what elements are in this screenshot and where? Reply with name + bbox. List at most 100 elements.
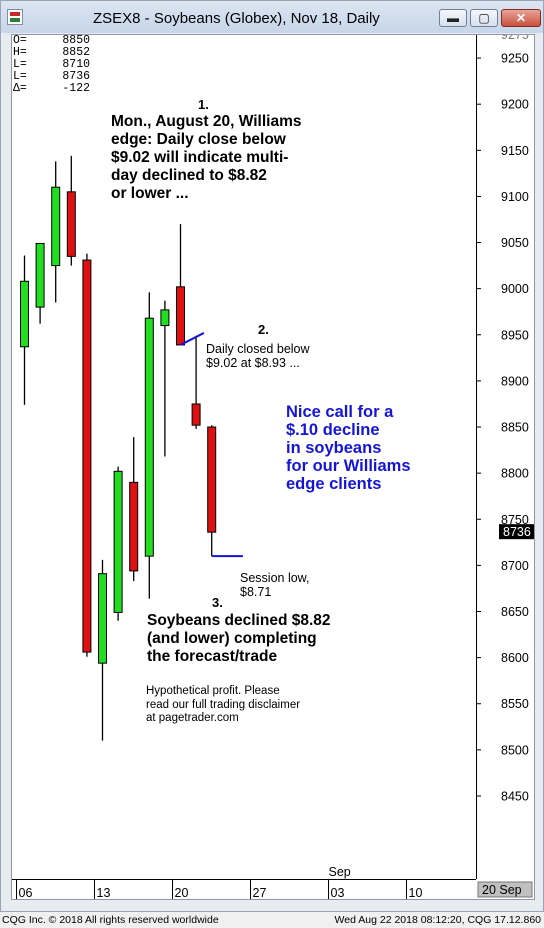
date-box <box>477 881 533 898</box>
candle-up <box>20 280 29 348</box>
candle-down <box>207 426 217 533</box>
annotation-line: Session low, <box>240 571 310 585</box>
ohlc-value: -122 <box>62 82 90 95</box>
y-tick-label: 8600 <box>501 651 529 665</box>
ohlc-value: 8736 <box>62 70 90 83</box>
session-low-note: Session low, $8.71 <box>240 571 309 599</box>
annotation-note-2: Daily closed below $9.02 at $8.93 ... <box>206 342 310 370</box>
y-tick-label: 8900 <box>501 374 529 388</box>
annotation-line: $9.02 will indicate multi- <box>111 149 289 166</box>
candlestick-chart[interactable]: 8450 8500 8550 8600 8650 8700 8750 8800 8850 8900… <box>12 35 534 899</box>
ohlc-row-change: Δ= -122 <box>12 83 92 95</box>
annotation-line: $8.71 <box>240 585 272 599</box>
close-button[interactable]: ✕ <box>501 9 541 27</box>
title-bar[interactable]: ZSEX8 - Soybeans (Globex), Nov 18, Daily… <box>1 1 543 33</box>
window-title: ZSEX8 - Soybeans (Globex), Nov 18, Daily <box>93 10 380 27</box>
x-tick-label: 06 <box>19 886 33 899</box>
annotation-line: $9.02 at $8.93 ... <box>206 356 300 370</box>
month-label: Sep <box>329 865 351 879</box>
x-tick-label: 03 <box>331 886 345 899</box>
ohlc-value: 8852 <box>62 46 90 59</box>
y-tick-label: 9000 <box>501 282 529 296</box>
annotation-line: Hypothetical profit. Please <box>146 685 280 697</box>
candle-up <box>98 573 107 664</box>
y-tick-label: 8800 <box>501 467 529 481</box>
marker-line <box>180 332 205 346</box>
candle-up <box>160 309 170 327</box>
annotation-line: edge: Daily close below <box>111 131 286 148</box>
annotation-line: for our Williams <box>286 457 411 475</box>
annotation-number-1: 1. <box>198 97 209 112</box>
y-tick-label-partial: 9275 <box>501 35 529 42</box>
y-tick-label: 9100 <box>501 190 529 204</box>
status-timestamp: Wed Aug 22 2018 08:12:20, CQG 17.12.860 <box>334 914 541 926</box>
app-icon <box>7 9 23 25</box>
chart-area[interactable]: 8450 8500 8550 8600 8650 8700 8750 8800 8850 8900… <box>11 34 535 900</box>
price-axis-panel <box>476 35 534 879</box>
annotation-line: day declined to $8.82 <box>111 167 267 184</box>
status-copyright: CQG Inc. © 2018 All rights reserved worl… <box>2 914 219 926</box>
ohlc-row-low: L= 8710 <box>12 59 92 71</box>
annotation-line: at pagetrader.com <box>146 712 239 724</box>
y-tick-label: 9250 <box>501 52 529 66</box>
annotation-number-2: 2. <box>258 322 269 337</box>
annotation-line: read our full trading disclaimer <box>146 698 301 711</box>
status-bar: CQG Inc. © 2018 All rights reserved worl… <box>0 912 544 928</box>
annotation-line: or lower ... <box>111 185 189 202</box>
annotation-line: Soybeans declined $8.82 <box>147 612 331 629</box>
y-tick-label: 8850 <box>501 421 529 435</box>
y-tick-label: 8500 <box>501 743 529 757</box>
candle-up <box>35 242 45 308</box>
y-tick-label: 8550 <box>501 697 529 711</box>
maximize-button[interactable]: ▢ <box>470 9 498 27</box>
candle-down <box>191 403 201 426</box>
ohlc-key: H= <box>13 46 27 59</box>
annotation-number-3: 3. <box>212 595 223 610</box>
y-tick-label: 8650 <box>501 605 529 619</box>
x-tick-label: 10 <box>409 886 423 899</box>
candle-up <box>113 470 123 613</box>
date-box-label: 20 Sep <box>482 883 522 897</box>
ohlc-row-open: O= 8850 <box>12 35 92 47</box>
annotation-line: the forecast/trade <box>147 648 278 665</box>
y-tick-label: 8450 <box>501 789 529 803</box>
last-price-label: 8736 <box>503 525 531 539</box>
annotation-line: edge clients <box>286 475 382 493</box>
candle-down <box>66 191 76 257</box>
annotation-note-3: Soybeans declined $8.82 (and lower) comp… <box>147 612 331 666</box>
x-tick-label: 20 <box>175 886 189 899</box>
candle-down <box>129 481 139 572</box>
y-tick-label: 8700 <box>501 559 529 573</box>
ohlc-key: L= <box>13 58 27 71</box>
x-tick-label: 13 <box>97 886 111 899</box>
ohlc-key: Δ= <box>13 82 27 95</box>
y-tick-label: 9050 <box>501 236 529 250</box>
ohlc-key: L= <box>13 70 27 83</box>
ohlc-value: 8710 <box>62 58 90 71</box>
last-price-box <box>499 524 534 540</box>
blue-callout-note: Nice call for a $.10 decline in soybeans… <box>286 403 411 493</box>
y-tick-label: 9200 <box>501 98 529 112</box>
candle-up <box>144 317 154 557</box>
annotation-note-1: Mon., August 20, Williams edge: Daily cl… <box>111 113 301 203</box>
disclaimer-note: Hypothetical profit. Please read our ful… <box>146 685 300 726</box>
date-axis-strip <box>12 879 534 899</box>
candle-down <box>82 259 92 653</box>
candle-up <box>51 186 61 267</box>
ohlc-readout: O= 8850 H= 8852 L= 8710 L= 8736 Δ= -122 <box>12 35 92 99</box>
ohlc-value: 8850 <box>62 34 90 47</box>
y-tick-label: 8750 <box>501 513 529 527</box>
annotation-line: in soybeans <box>286 439 382 457</box>
candle-down <box>176 286 185 346</box>
y-tick-label: 9150 <box>501 144 529 158</box>
x-tick-label: 27 <box>253 886 267 899</box>
ohlc-row-last: L= 8736 <box>12 71 92 83</box>
annotation-line: Mon., August 20, Williams <box>111 113 302 130</box>
minimize-button[interactable]: ▬ <box>439 9 467 27</box>
annotation-line: Nice call for a <box>286 403 394 421</box>
ohlc-key: O= <box>13 34 27 47</box>
annotation-line: $.10 decline <box>286 421 380 439</box>
annotation-line: Daily closed below <box>206 342 310 356</box>
ohlc-row-high: H= 8852 <box>12 47 92 59</box>
